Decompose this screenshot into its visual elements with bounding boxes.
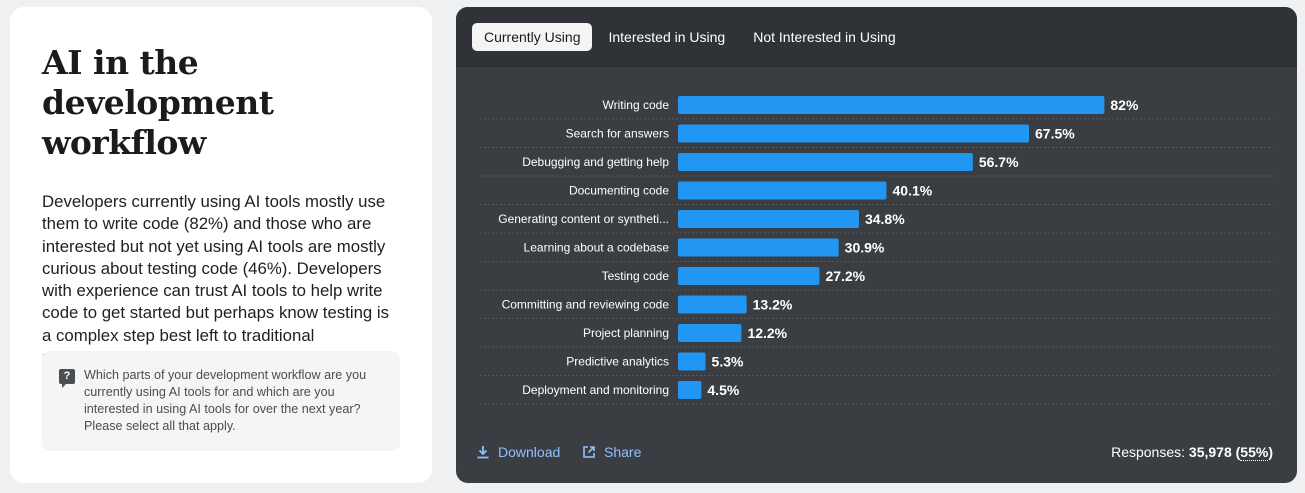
download-link[interactable]: Download	[476, 444, 560, 460]
bar	[678, 124, 1029, 143]
share-link[interactable]: Share	[582, 444, 641, 460]
category-label: Testing code	[602, 269, 670, 283]
value-label: 5.3%	[712, 354, 744, 370]
chart-card: Currently Using Interested in Using Not …	[456, 7, 1297, 483]
value-label: 67.5%	[1035, 126, 1075, 142]
bar	[678, 96, 1105, 114]
description-card: AI in the development workflow Developer…	[10, 7, 432, 483]
tab-bar: Currently Using Interested in Using Not …	[456, 7, 1297, 67]
question-icon: ?	[59, 369, 75, 388]
bar-chart: Writing code 82% Search for answers 67.5% De…	[480, 96, 1273, 405]
tab-currently-using[interactable]: Currently Using	[472, 23, 593, 51]
bar	[678, 352, 706, 371]
responses-summary: Responses: 35,978 (55%)	[1111, 444, 1273, 461]
survey-question-box: ? Which parts of your development workfl…	[42, 351, 400, 451]
bar	[678, 324, 742, 342]
bar	[678, 210, 859, 228]
value-label: 12.2%	[747, 325, 787, 341]
survey-question-text: Which parts of your development workflow…	[84, 368, 367, 433]
responses-count: 35,978	[1188, 444, 1232, 460]
category-label: Predictive analytics	[566, 355, 669, 369]
chart-footer: Download Share Responses: 35,978 (55%)	[456, 444, 1297, 468]
value-label: 82%	[1110, 97, 1139, 113]
bar	[678, 267, 820, 285]
value-label: 30.9%	[845, 240, 885, 256]
share-icon	[583, 446, 595, 458]
bar	[678, 295, 747, 314]
tab-not-interested-in-using[interactable]: Not Interested in Using	[753, 29, 896, 45]
category-label: Debugging and getting help	[522, 155, 669, 169]
category-label: Committing and reviewing code	[502, 298, 670, 312]
bar	[678, 381, 702, 399]
responses-percentage: 55%	[1240, 444, 1269, 461]
download-label: Download	[498, 444, 561, 460]
category-label: Project planning	[583, 326, 669, 340]
value-label: 4.5%	[707, 382, 739, 398]
value-label: 56.7%	[979, 154, 1019, 170]
download-icon	[477, 446, 489, 459]
tab-interested-in-using[interactable]: Interested in Using	[608, 29, 726, 45]
category-label: Generating content or syntheti...	[498, 212, 669, 226]
category-label: Deployment and monitoring	[522, 383, 669, 397]
category-label: Learning about a codebase	[524, 241, 670, 255]
responses-label: Responses:	[1111, 444, 1186, 460]
section-summary: Developers currently using AI tools most…	[42, 192, 390, 367]
category-label: Search for answers	[566, 127, 669, 141]
value-label: 27.2%	[825, 268, 865, 284]
value-label: 13.2%	[753, 297, 793, 313]
category-label: Writing code	[603, 98, 670, 112]
value-label: 40.1%	[893, 183, 933, 199]
value-label: 34.8%	[865, 211, 905, 227]
section-title: AI in the development workflow	[42, 43, 274, 162]
bar	[678, 181, 887, 200]
bar	[678, 153, 973, 171]
bar	[678, 238, 839, 257]
category-label: Documenting code	[569, 184, 669, 198]
share-label: Share	[604, 444, 642, 460]
